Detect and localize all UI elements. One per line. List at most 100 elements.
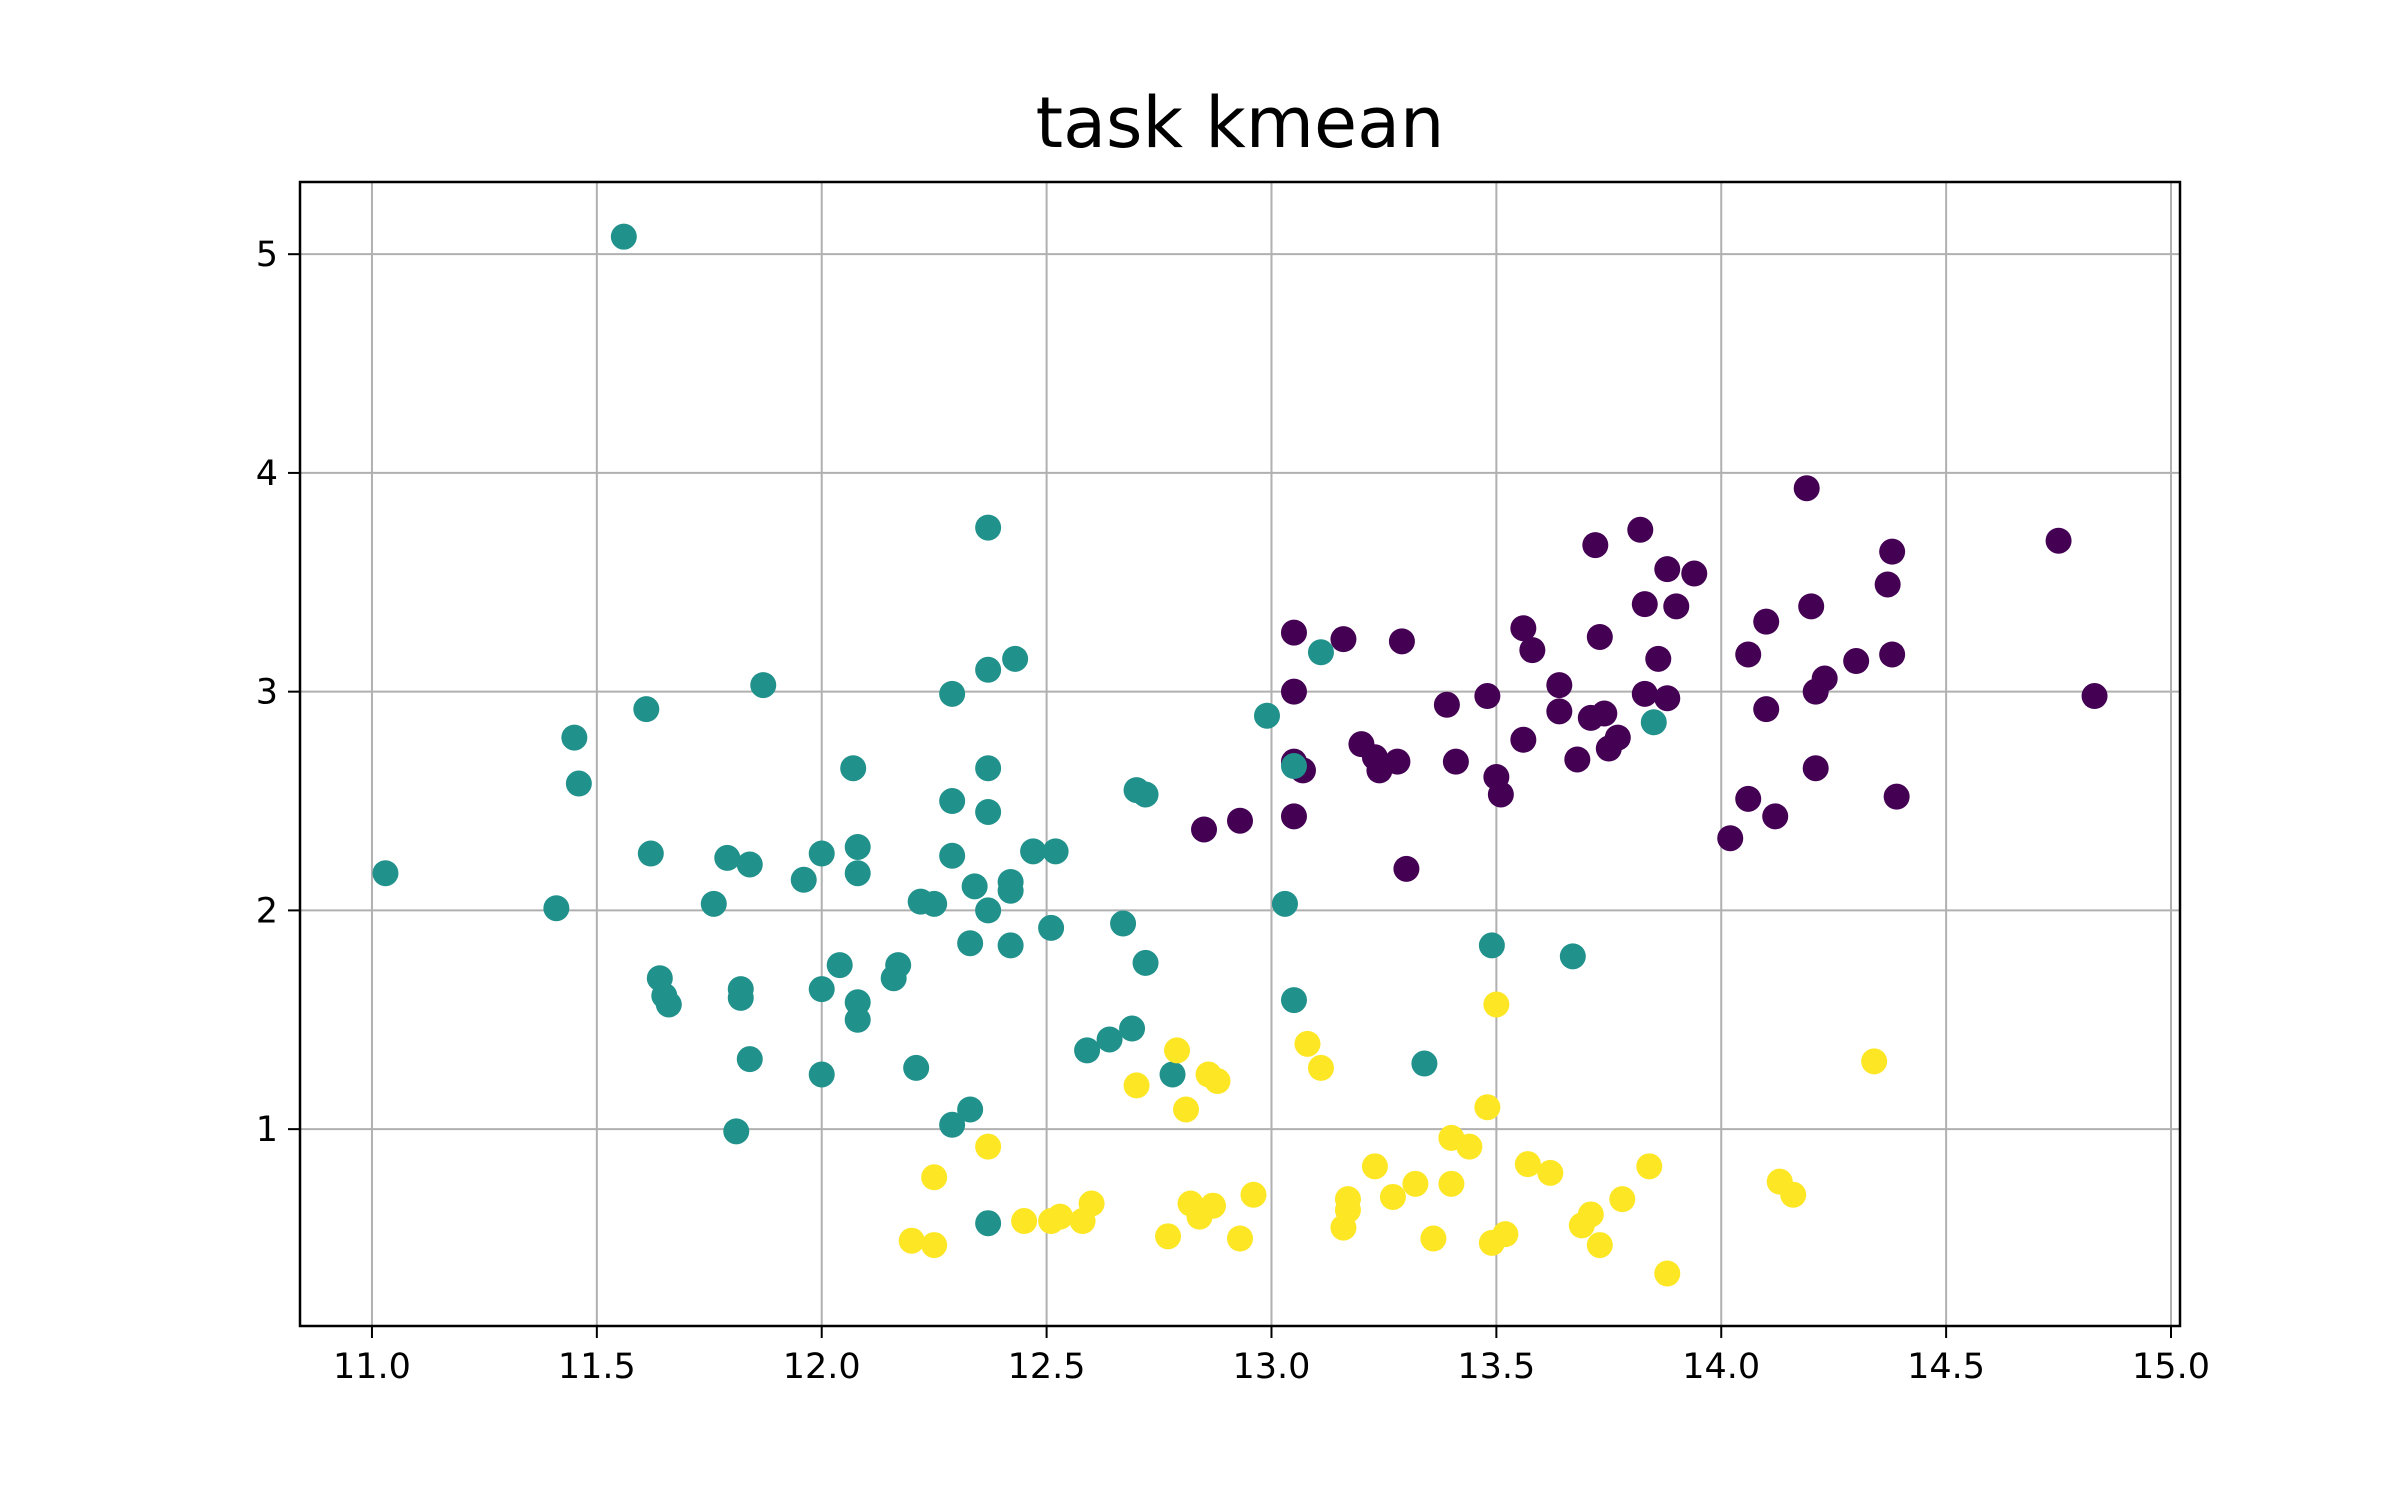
scatter-point-cluster-1 — [565, 770, 592, 797]
scatter-point-cluster-2 — [1861, 1048, 1888, 1075]
scatter-point-cluster-0 — [1546, 698, 1573, 725]
scatter-point-cluster-2 — [1514, 1151, 1541, 1178]
scatter-point-cluster-2 — [921, 1164, 948, 1191]
scatter-point-cluster-0 — [1879, 538, 1906, 565]
scatter-point-cluster-2 — [1636, 1153, 1663, 1180]
scatter-point-cluster-0 — [1879, 641, 1906, 668]
x-tick-label: 15.0 — [2132, 1347, 2210, 1387]
scatter-point-cluster-1 — [997, 877, 1024, 904]
scatter-point-cluster-0 — [1577, 704, 1604, 731]
scatter-point-cluster-1 — [610, 223, 637, 250]
scatter-point-cluster-1 — [939, 788, 966, 815]
scatter-point-cluster-1 — [1074, 1037, 1101, 1064]
scatter-point-cluster-0 — [1654, 685, 1681, 712]
scatter-point-cluster-2 — [1438, 1170, 1465, 1197]
scatter-point-cluster-2 — [1609, 1186, 1636, 1213]
x-tick-label: 13.5 — [1457, 1347, 1535, 1387]
scatter-point-cluster-0 — [1843, 648, 1870, 675]
y-tick-label: 1 — [256, 1110, 278, 1150]
scatter-point-cluster-1 — [1559, 943, 1586, 970]
scatter-point-cluster-1 — [700, 890, 727, 917]
scatter-point-cluster-2 — [1492, 1221, 1519, 1248]
scatter-point-cluster-1 — [723, 1118, 750, 1145]
scatter-point-cluster-0 — [1227, 807, 1253, 834]
scatter-point-cluster-1 — [727, 984, 754, 1011]
scatter-point-cluster-1 — [844, 1006, 871, 1033]
scatter-point-cluster-1 — [844, 860, 871, 887]
scatter-point-cluster-0 — [1393, 855, 1420, 882]
chart-title: task kmean — [1035, 82, 1445, 164]
scatter-point-cluster-2 — [1294, 1030, 1321, 1057]
scatter-point-cluster-1 — [844, 833, 871, 860]
scatter-point-cluster-1 — [372, 860, 399, 887]
x-tick-label: 12.5 — [1008, 1347, 1086, 1387]
scatter-point-cluster-0 — [1388, 628, 1415, 655]
scatter-point-cluster-0 — [1280, 803, 1307, 830]
scatter-point-cluster-0 — [1793, 475, 1820, 502]
scatter-point-cluster-2 — [1240, 1181, 1267, 1208]
scatter-point-cluster-1 — [1132, 781, 1159, 808]
scatter-point-cluster-0 — [1735, 641, 1762, 668]
scatter-point-cluster-1 — [903, 1054, 930, 1081]
scatter-point-cluster-0 — [1631, 591, 1658, 618]
scatter-point-cluster-1 — [655, 991, 682, 1018]
scatter-point-cluster-0 — [1654, 556, 1681, 583]
scatter-point-cluster-1 — [939, 842, 966, 869]
scatter-point-cluster-1 — [840, 755, 867, 782]
scatter-point-cluster-0 — [2081, 683, 2108, 710]
scatter-point-cluster-1 — [1411, 1050, 1438, 1077]
scatter-point-cluster-1 — [736, 851, 763, 878]
scatter-point-cluster-1 — [1307, 639, 1334, 666]
scatter-point-cluster-1 — [975, 798, 1002, 825]
scatter-point-cluster-1 — [543, 895, 570, 922]
scatter-point-cluster-2 — [1227, 1225, 1253, 1252]
scatter-point-cluster-2 — [1361, 1153, 1388, 1180]
scatter-point-cluster-0 — [1280, 619, 1307, 646]
scatter-point-cluster-1 — [1159, 1061, 1186, 1088]
scatter-point-cluster-1 — [1280, 987, 1307, 1014]
scatter-point-cluster-1 — [1119, 1015, 1146, 1042]
scatter-point-cluster-2 — [898, 1227, 925, 1254]
scatter-point-cluster-1 — [826, 952, 853, 979]
scatter-point-cluster-2 — [1420, 1225, 1447, 1252]
scatter-point-cluster-2 — [1078, 1190, 1105, 1217]
scatter-point-cluster-0 — [1510, 726, 1537, 753]
axes-frame — [298, 180, 2182, 1328]
scatter-point-cluster-2 — [1537, 1159, 1564, 1186]
scatter-point-cluster-2 — [1780, 1181, 1807, 1208]
scatter-point-cluster-1 — [1110, 910, 1137, 937]
scatter-point-cluster-1 — [921, 890, 948, 917]
scatter-point-cluster-0 — [1384, 748, 1411, 775]
scatter-point-cluster-1 — [957, 1096, 984, 1123]
scatter-point-cluster-2 — [975, 1133, 1002, 1160]
scatter-point-cluster-0 — [1474, 683, 1501, 710]
scatter-point-cluster-1 — [1271, 890, 1298, 917]
scatter-point-cluster-0 — [2045, 527, 2072, 554]
scatter-point-cluster-2 — [1204, 1068, 1231, 1095]
data-points — [372, 223, 2108, 1287]
scatter-point-cluster-2 — [921, 1232, 948, 1259]
scatter-point-cluster-2 — [1047, 1203, 1074, 1230]
scatter-point-cluster-2 — [1011, 1208, 1038, 1235]
scatter-point-cluster-0 — [1433, 691, 1460, 718]
scatter-point-cluster-2 — [1456, 1133, 1483, 1160]
scatter-point-cluster-0 — [1681, 560, 1708, 587]
scatter-point-cluster-2 — [1164, 1037, 1191, 1064]
scatter-point-cluster-0 — [1645, 645, 1672, 672]
scatter-point-cluster-0 — [1762, 803, 1789, 830]
scatter-point-cluster-2 — [1654, 1260, 1681, 1287]
scatter-point-cluster-1 — [561, 724, 588, 751]
scatter-point-cluster-2 — [1123, 1072, 1150, 1099]
scatter-point-cluster-1 — [1640, 709, 1667, 736]
scatter-point-cluster-2 — [1577, 1201, 1604, 1228]
scatter-point-cluster-1 — [1096, 1026, 1123, 1053]
scatter-point-cluster-0 — [1519, 637, 1546, 664]
scatter-point-cluster-2 — [1474, 1094, 1501, 1121]
scatter-point-cluster-0 — [1586, 623, 1613, 650]
scatter-point-cluster-1 — [637, 840, 664, 867]
scatter-point-cluster-1 — [997, 932, 1024, 959]
scatter-point-cluster-2 — [1155, 1223, 1182, 1250]
y-tick-label: 4 — [256, 454, 278, 494]
scatter-point-cluster-1 — [1020, 838, 1047, 865]
